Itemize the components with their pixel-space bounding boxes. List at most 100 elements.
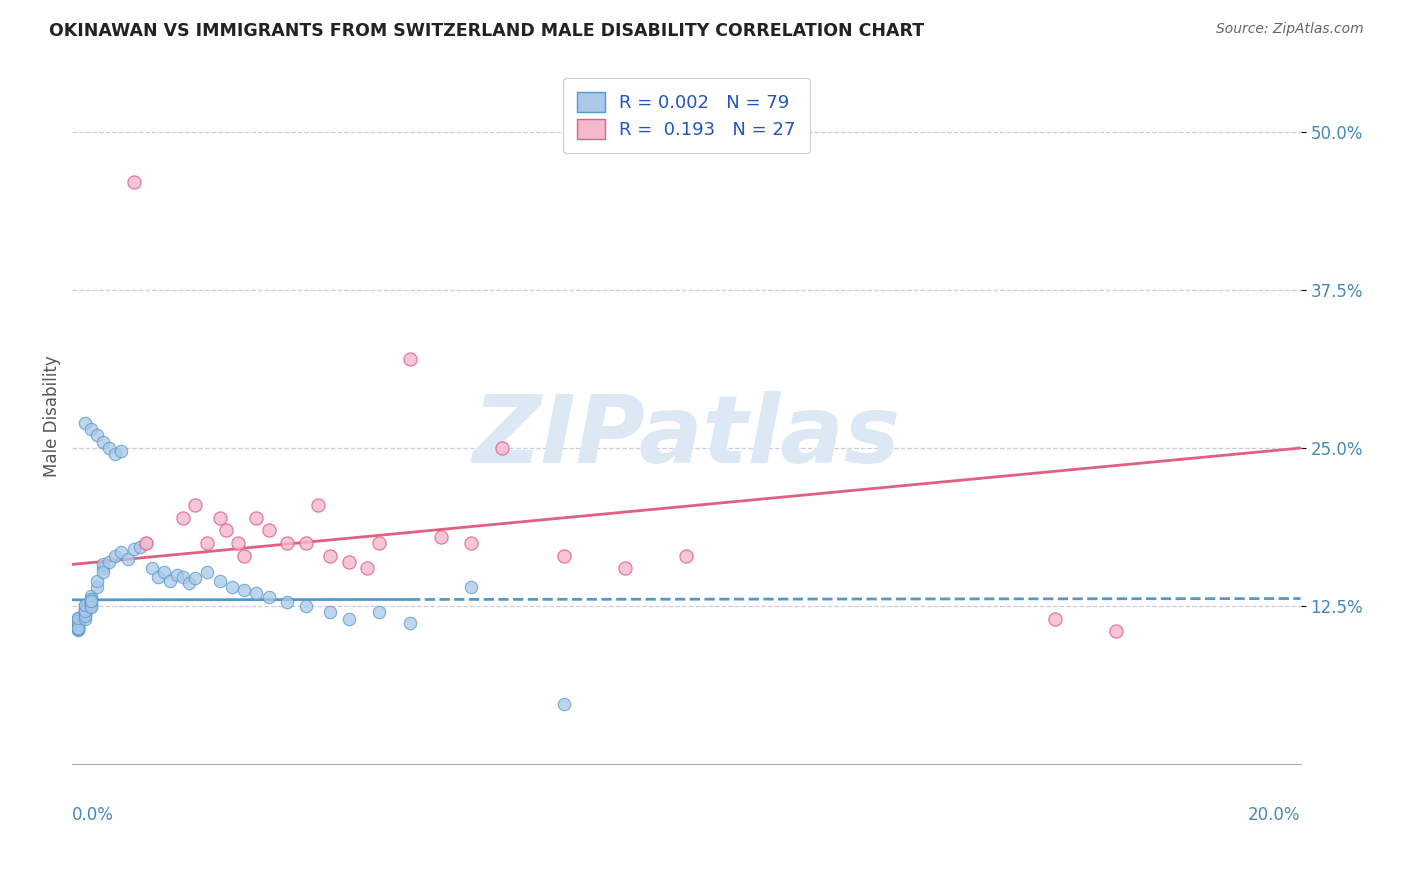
Y-axis label: Male Disability: Male Disability: [44, 356, 60, 477]
Point: [1105, 624, 1128, 639]
Point: [73, 601, 96, 615]
Point: [67, 612, 90, 626]
Point: [67, 616, 90, 631]
Point: [73, 609, 96, 624]
Point: [104, 549, 127, 563]
Point: [613, 561, 636, 575]
Point: [79, 595, 101, 609]
Point: [159, 574, 181, 588]
Point: [73, 603, 96, 617]
Point: [91, 558, 114, 572]
Point: [67, 615, 90, 629]
Point: [195, 565, 218, 579]
Point: [73, 599, 96, 614]
Point: [307, 498, 329, 512]
Point: [460, 580, 482, 594]
Point: [67, 615, 90, 630]
Point: [172, 570, 194, 584]
Point: [67, 612, 90, 626]
Point: [67, 618, 90, 632]
Point: [67, 621, 90, 635]
Point: [73, 416, 96, 430]
Point: [117, 552, 139, 566]
Point: [79, 422, 101, 436]
Point: [208, 510, 231, 524]
Point: [553, 697, 575, 711]
Point: [177, 576, 200, 591]
Point: [460, 536, 482, 550]
Point: [491, 441, 513, 455]
Point: [166, 567, 188, 582]
Point: [73, 607, 96, 622]
Point: [368, 606, 391, 620]
Point: [67, 623, 90, 637]
Point: [221, 580, 243, 594]
Text: OKINAWAN VS IMMIGRANTS FROM SWITZERLAND MALE DISABILITY CORRELATION CHART: OKINAWAN VS IMMIGRANTS FROM SWITZERLAND …: [49, 22, 924, 40]
Point: [67, 621, 90, 635]
Point: [276, 595, 298, 609]
Point: [141, 561, 163, 575]
Point: [135, 536, 157, 550]
Point: [79, 592, 101, 607]
Point: [79, 589, 101, 603]
Point: [245, 586, 267, 600]
Point: [356, 561, 378, 575]
Point: [73, 598, 96, 612]
Point: [337, 555, 360, 569]
Text: 20.0%: 20.0%: [1249, 806, 1301, 824]
Point: [73, 604, 96, 618]
Point: [67, 616, 90, 631]
Point: [91, 561, 114, 575]
Point: [276, 536, 298, 550]
Point: [195, 536, 218, 550]
Point: [1043, 612, 1066, 626]
Point: [399, 615, 422, 630]
Point: [67, 610, 90, 624]
Text: 0.0%: 0.0%: [72, 806, 114, 824]
Text: Source: ZipAtlas.com: Source: ZipAtlas.com: [1216, 22, 1364, 37]
Point: [79, 591, 101, 606]
Point: [67, 622, 90, 636]
Point: [319, 606, 342, 620]
Point: [122, 542, 145, 557]
Legend: R = 0.002   N = 79, R =  0.193   N = 27: R = 0.002 N = 79, R = 0.193 N = 27: [562, 78, 810, 153]
Point: [67, 610, 90, 624]
Point: [399, 352, 422, 367]
Point: [675, 549, 697, 563]
Point: [233, 582, 256, 597]
Point: [208, 574, 231, 588]
Point: [86, 574, 108, 588]
Point: [148, 570, 170, 584]
Point: [122, 175, 145, 189]
Point: [79, 599, 101, 614]
Point: [245, 510, 267, 524]
Point: [79, 600, 101, 615]
Point: [79, 594, 101, 608]
Point: [73, 607, 96, 621]
Point: [553, 549, 575, 563]
Point: [319, 549, 342, 563]
Point: [337, 612, 360, 626]
Point: [233, 549, 256, 563]
Point: [67, 621, 90, 635]
Point: [67, 613, 90, 627]
Point: [86, 580, 108, 594]
Point: [67, 615, 90, 629]
Point: [73, 606, 96, 620]
Point: [79, 597, 101, 611]
Point: [172, 510, 194, 524]
Point: [294, 536, 316, 550]
Point: [128, 540, 150, 554]
Point: [67, 619, 90, 633]
Point: [429, 530, 451, 544]
Point: [257, 523, 280, 537]
Point: [184, 571, 207, 585]
Point: [226, 536, 249, 550]
Point: [110, 443, 132, 458]
Point: [67, 615, 90, 630]
Point: [110, 545, 132, 559]
Point: [104, 447, 127, 461]
Point: [67, 622, 90, 636]
Point: [153, 565, 176, 579]
Point: [67, 618, 90, 632]
